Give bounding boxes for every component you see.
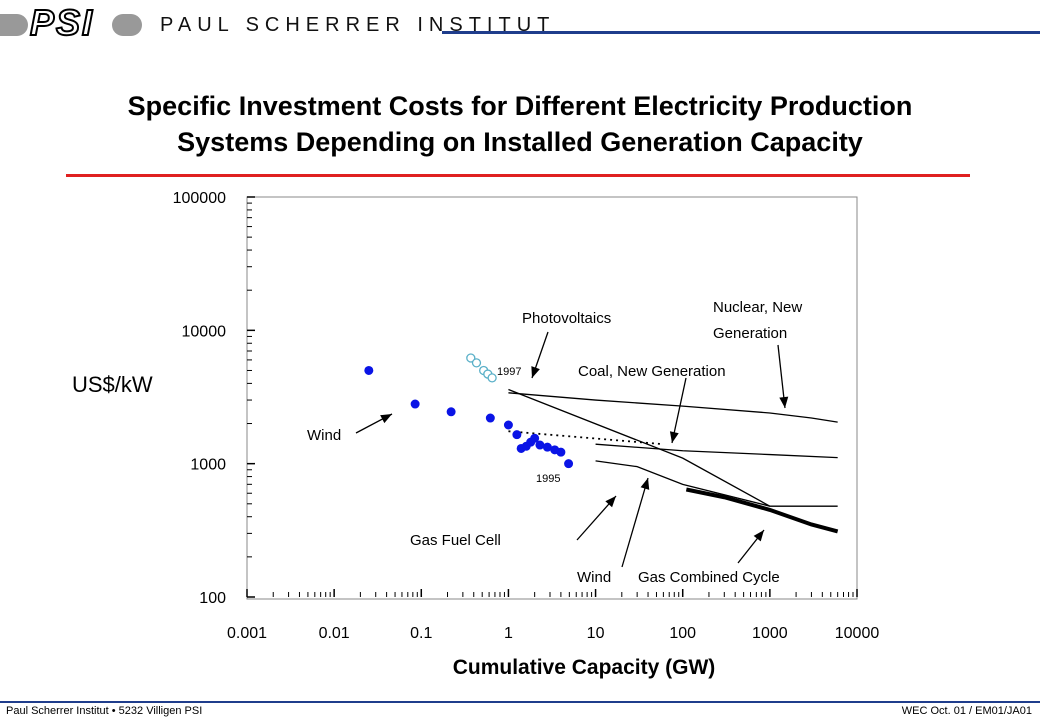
- annotations: Photovoltaics Nuclear, New Generation Coal,…: [307, 299, 802, 586]
- photovoltaics-line: [508, 388, 771, 507]
- wind-upper-arrow-head: [380, 414, 392, 424]
- gas-fuel-cell-label: Gas Fuel Cell: [410, 532, 501, 549]
- x-axis-label: Cumulative Capacity (GW): [453, 656, 716, 679]
- wind-data-point: [530, 433, 540, 443]
- coal-arrow-head: [669, 431, 679, 443]
- header-decor-bar-right: [112, 14, 142, 36]
- x-tick-label: 1000: [752, 625, 788, 642]
- photovoltaics-arrow-head: [531, 366, 540, 378]
- wind-data-point: [542, 442, 552, 452]
- series-points: [364, 353, 574, 469]
- y-tick-label: 10000: [182, 323, 227, 340]
- annotation-arrows: [355, 331, 789, 568]
- coal-label: Coal, New Generation: [578, 363, 726, 380]
- wind-trend-dotted-line: [508, 430, 664, 446]
- title-rule: [66, 174, 970, 177]
- pv-data-point: [471, 358, 482, 368]
- wind-lower-arrow-head: [640, 478, 650, 490]
- y-tick-label: 100: [199, 590, 226, 607]
- institute-name: PAUL SCHERRER INSTITUT: [160, 14, 556, 36]
- footer-right: WEC Oct. 01 / EM01/JA01: [901, 705, 1032, 717]
- wind-upper-label: Wind: [307, 427, 341, 444]
- wind-lower-arrow: [621, 477, 649, 568]
- wind-data-point: [364, 365, 374, 375]
- x-tick-label: 0.01: [319, 625, 350, 642]
- wind-data-point: [485, 413, 495, 423]
- nuclear-label-line-1: Nuclear, New: [713, 299, 802, 316]
- x-tick-label: 10: [587, 625, 605, 642]
- series-lines: [508, 388, 839, 534]
- psi-logo: PSI: [29, 1, 95, 44]
- wind-data-point: [410, 399, 420, 409]
- x-tick-label: 100: [669, 625, 696, 642]
- x-tick-labels: 0.001 0.01 0.1 1 10 100 1000 10000: [227, 625, 879, 642]
- gas-combined-cycle-arrow-head: [753, 530, 764, 542]
- coal-arrow: [671, 377, 687, 444]
- x-tick-label: 10000: [835, 625, 880, 642]
- footer-rule: [0, 701, 1040, 703]
- wind-data-point: [512, 430, 522, 440]
- wind-data-point: [564, 459, 574, 469]
- photovoltaics-label: Photovoltaics: [522, 310, 611, 327]
- y-tick-labels: 100 1000 10000 100000: [173, 190, 226, 607]
- nuclear-arrow-head: [779, 396, 789, 408]
- y-tick-label: 100000: [173, 190, 226, 207]
- wind-lower-label: Wind: [577, 569, 611, 586]
- gas-combined-cycle-label: Gas Combined Cycle: [638, 569, 780, 586]
- pv-data-point: [466, 353, 476, 363]
- nuclear-label-line-2: Generation: [713, 325, 787, 342]
- y-axis-label: US$/kW: [72, 372, 153, 397]
- axis-ticks: [246, 196, 858, 598]
- plot-frame: [246, 196, 858, 600]
- footer-left: Paul Scherrer Institut • 5232 Villigen P…: [6, 705, 203, 717]
- x-tick-label: 0.001: [227, 625, 267, 642]
- coal-line: [595, 443, 838, 459]
- gas-fuel-cell-line: [595, 460, 838, 507]
- x-tick-label: 0.1: [410, 625, 432, 642]
- chart-title: Specific Investment Costs for Different …: [0, 88, 1040, 160]
- wind-data-point: [446, 407, 456, 417]
- header-rule: [442, 31, 1040, 34]
- header-decor-bar-left: [0, 14, 28, 36]
- year-1997-label: 1997: [497, 366, 521, 378]
- wind-data-point: [535, 440, 545, 450]
- year-1995-label: 1995: [536, 473, 560, 485]
- x-tick-label: 1: [504, 625, 513, 642]
- chart-title-line-1: Specific Investment Costs for Different …: [127, 91, 913, 121]
- chart-title-line-2: Systems Depending on Installed Generatio…: [177, 127, 863, 157]
- gas-combined-cycle-line: [685, 487, 839, 534]
- y-tick-label: 1000: [190, 457, 226, 474]
- nuclear-line: [508, 392, 838, 423]
- wind-data-point: [503, 420, 513, 430]
- gas-fuel-cell-arrow-head: [605, 496, 616, 508]
- wind-data-point: [556, 447, 566, 457]
- pv-data-point: [487, 373, 497, 383]
